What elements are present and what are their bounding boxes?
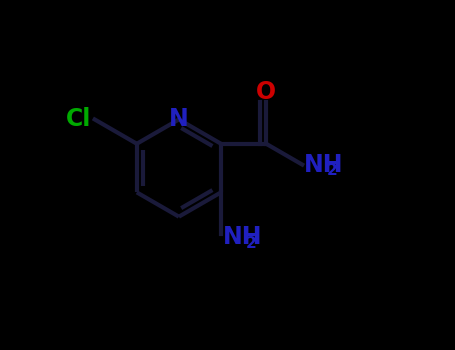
Text: 2: 2 bbox=[246, 236, 257, 251]
Text: Cl: Cl bbox=[66, 107, 91, 132]
Text: N: N bbox=[169, 107, 189, 132]
Text: NH: NH bbox=[223, 225, 262, 250]
Text: O: O bbox=[256, 80, 276, 104]
Text: NH: NH bbox=[304, 153, 344, 177]
Text: 2: 2 bbox=[327, 163, 338, 178]
